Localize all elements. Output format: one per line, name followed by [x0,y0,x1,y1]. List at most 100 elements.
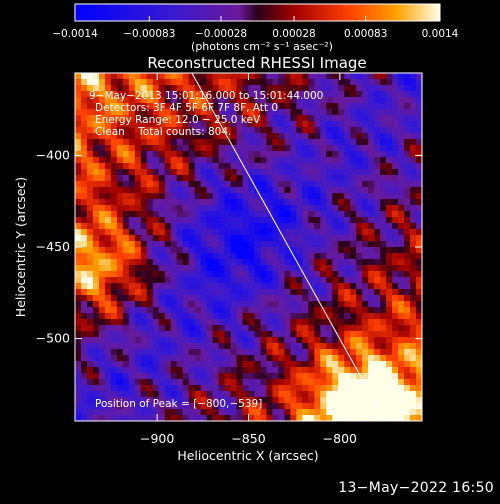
heatmap-cell [104,235,112,242]
heatmap-cell [410,205,417,212]
heatmap-cell [314,415,321,421]
heatmap-cell [326,235,333,242]
heatmap-cell [188,85,196,92]
heatmap-cell [254,229,261,236]
heatmap-cell [110,241,118,248]
heatmap-cell [320,133,327,140]
heatmap-cell [128,205,136,212]
heatmap-cell [128,169,136,176]
heatmap-cell [272,103,279,110]
heatmap-cell [86,139,94,146]
heatmap-cell [188,229,196,236]
heatmap-cell [128,115,136,122]
heatmap-cell [206,127,213,134]
heatmap-cell [176,145,184,152]
heatmap-cell [236,127,243,134]
heatmap-cell [416,229,422,236]
heatmap-cell [110,151,118,158]
heatmap-cell [206,115,213,122]
heatmap-cell [260,331,267,338]
heatmap-cell [356,85,363,92]
heatmap-cell [368,277,375,284]
heatmap-cell [326,355,333,362]
heatmap-cell [86,283,94,290]
heatmap-cell [416,133,422,140]
heatmap-cell [308,199,315,206]
heatmap-cell [302,415,309,421]
heatmap-cell [176,163,184,170]
heatmap-cell [284,271,291,278]
heatmap-cell [380,115,387,122]
heatmap-cell [194,247,202,254]
heatmap-cell [98,109,106,116]
heatmap-cell [392,109,399,116]
heatmap-cell [212,385,219,392]
heatmap-cell [350,109,357,116]
heatmap-cell [194,373,202,380]
heatmap-cell [98,289,106,296]
heatmap-cell [314,349,321,356]
heatmap-cell [80,223,88,230]
heatmap-cell [75,73,82,80]
heatmap-cell [242,301,249,308]
heatmap-cell [380,319,387,326]
heatmap-cell [75,331,82,338]
heatmap-cell [212,133,219,140]
heatmap-cell [392,349,399,356]
heatmap-cell [104,133,112,140]
heatmap-cell [380,277,387,284]
heatmap-cell [374,193,381,200]
heatmap-cell [75,265,82,272]
heatmap-cell [158,253,166,260]
heatmap-cell [302,373,309,380]
heatmap-cell [350,385,357,392]
heatmap-cell [92,205,100,212]
heatmap-cell [266,235,273,242]
heatmap-cell [218,409,225,416]
heatmap-cell [200,223,208,230]
heatmap-cell [416,415,422,421]
heatmap-cell [224,235,231,242]
heatmap-cell [278,199,285,206]
heatmap-cell [416,145,422,152]
heatmap-cell [314,379,321,386]
heatmap-cell [314,397,321,404]
heatmap-cell [170,379,178,386]
heatmap-cell [368,355,375,362]
heatmap-cell [392,409,399,416]
heatmap-cell [152,169,160,176]
heatmap-cell [338,85,345,92]
heatmap-cell [188,343,196,350]
heatmap-cell [242,103,249,110]
heatmap-cell [260,73,267,80]
heatmap-cell [188,121,196,128]
heatmap-cell [116,271,124,278]
heatmap-cell [188,301,196,308]
heatmap-cell [380,367,387,374]
heatmap-cell [380,139,387,146]
heatmap-cell [194,145,202,152]
heatmap-cell [266,397,273,404]
heatmap-cell [116,295,124,302]
heatmap-cell [230,217,237,224]
heatmap-cell [242,157,249,164]
heatmap-cell [242,367,249,374]
heatmap-cell [254,277,261,284]
heatmap-cell [416,193,422,200]
heatmap-cell [278,229,285,236]
heatmap-cell [200,79,208,86]
heatmap-cell [212,367,219,374]
heatmap-cell [278,217,285,224]
heatmap-cell [176,385,184,392]
heatmap-cell [248,205,255,212]
heatmap-cell [386,199,393,206]
heatmap-cell [75,409,82,416]
heatmap-cell [170,145,178,152]
heatmap-cell [398,223,405,230]
heatmap-cell [146,277,154,284]
heatmap-cell [134,211,142,218]
heatmap-cell [362,355,369,362]
heatmap-cell [350,91,357,98]
heatmap-cell [182,385,190,392]
heatmap-cell [386,133,393,140]
